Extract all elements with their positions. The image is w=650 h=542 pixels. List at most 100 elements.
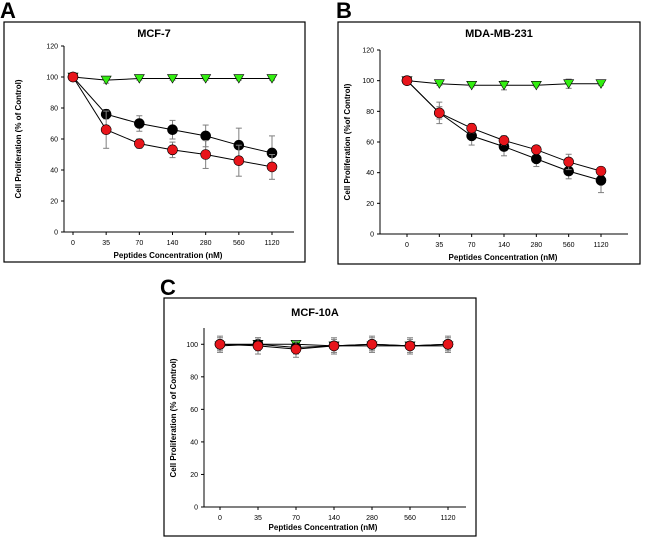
data-point-red xyxy=(466,122,477,134)
y-axis-label-a: Cell Proliferation (% of Control) xyxy=(14,79,23,198)
x-tick-label: 140 xyxy=(498,242,510,249)
y-tick-label: 100 xyxy=(46,75,58,82)
data-point-red xyxy=(328,340,340,352)
x-tick-label: 35 xyxy=(435,242,443,249)
chart-title-a: MCF-7 xyxy=(137,28,171,40)
x-tick-label: 560 xyxy=(563,242,575,249)
data-point-red xyxy=(200,149,211,160)
x-tick-label: 0 xyxy=(405,242,409,249)
y-tick-label: 20 xyxy=(50,199,58,206)
data-point-green xyxy=(266,74,278,84)
y-tick-label: 40 xyxy=(190,439,198,446)
series-red xyxy=(67,71,278,180)
chart-title-c: MCF-10A xyxy=(291,307,339,319)
data-point-red xyxy=(401,75,413,86)
y-tick-label: 100 xyxy=(362,78,374,85)
data-point-red xyxy=(595,165,607,177)
data-point-red xyxy=(167,144,178,156)
data-point-green xyxy=(100,75,112,86)
data-point-green xyxy=(133,74,145,84)
y-axis-label-c: Cell Proliferation (% of Control) xyxy=(169,358,178,477)
x-tick-label: 1120 xyxy=(440,515,455,522)
panel-label-a: A xyxy=(0,0,16,23)
y-tick-label: 0 xyxy=(194,505,198,512)
series-green xyxy=(401,76,607,91)
data-point-black xyxy=(167,124,178,135)
x-axis-label-c: Peptides Concentration (nM) xyxy=(269,523,378,532)
data-point-green xyxy=(530,80,542,91)
data-point-red xyxy=(100,124,112,135)
data-point-black xyxy=(531,153,542,165)
x-tick-label: 70 xyxy=(292,515,300,522)
x-tick-label: 0 xyxy=(218,515,222,522)
panel-b: B MDA-MB-231 Peptides Concentration (nM)… xyxy=(336,0,641,265)
data-point-green xyxy=(200,74,212,84)
y-tick-label: 120 xyxy=(46,44,58,51)
y-tick-label: 80 xyxy=(50,106,58,113)
x-tick-label: 140 xyxy=(167,240,179,247)
y-tick-label: 60 xyxy=(190,407,198,414)
y-tick-label: 0 xyxy=(54,230,58,237)
x-tick-label: 70 xyxy=(468,242,476,249)
x-tick-label: 280 xyxy=(530,242,542,249)
y-tick-label: 20 xyxy=(366,201,374,208)
data-point-green xyxy=(466,80,478,91)
x-tick-label: 280 xyxy=(366,515,378,522)
x-axis-label-a: Peptides Concentration (nM) xyxy=(114,251,223,260)
series-red xyxy=(214,335,454,358)
data-point-black xyxy=(595,175,607,186)
data-point-green xyxy=(563,79,575,89)
series-line-red xyxy=(406,80,602,172)
plot-area-a: 0 20 40 60 80 100 120 0 35 70 140 280 560 1120 xyxy=(46,44,294,247)
x-axis-label-b: Peptides Concentration (nM) xyxy=(449,253,558,262)
x-tick-label: 140 xyxy=(328,515,340,522)
panel-a-frame xyxy=(3,21,306,263)
plot-area-c: 0 20 40 60 80 100 0 35 70 140 280 560 1120 xyxy=(186,328,466,522)
y-tick-label: 20 xyxy=(190,472,198,479)
y-tick-label: 60 xyxy=(366,140,374,147)
y-tick-label: 80 xyxy=(366,109,374,116)
data-point-black xyxy=(134,118,145,129)
y-tick-label: 40 xyxy=(50,168,58,175)
x-tick-label: 280 xyxy=(200,240,212,247)
data-point-red xyxy=(563,156,574,168)
panel-label-b: B xyxy=(336,0,352,23)
data-point-red xyxy=(404,340,416,352)
x-tick-label: 0 xyxy=(71,240,75,247)
y-tick-label: 120 xyxy=(362,48,374,55)
data-point-black xyxy=(200,130,211,142)
plot-area-b: 0 20 40 60 80 100 120 0 35 70 140 280 560 1120 xyxy=(362,48,628,249)
data-point-red xyxy=(67,71,79,83)
x-tick-label: 1120 xyxy=(264,240,279,247)
x-tick-label: 70 xyxy=(135,240,143,247)
panel-a: A MCF-7 Peptides Concentration (nM) Cell… xyxy=(0,0,306,263)
y-tick-label: 0 xyxy=(370,232,374,239)
y-tick-label: 60 xyxy=(50,137,58,144)
data-point-red xyxy=(442,338,454,350)
data-point-green xyxy=(433,79,445,89)
data-point-red xyxy=(434,107,445,119)
panel-b-frame xyxy=(337,21,641,265)
series-black xyxy=(401,75,607,194)
x-tick-label: 35 xyxy=(254,515,262,522)
panel-label-c: C xyxy=(160,275,176,300)
series-green xyxy=(67,72,278,86)
y-tick-label: 100 xyxy=(186,342,198,349)
data-point-red xyxy=(252,340,264,352)
data-point-green xyxy=(498,80,510,91)
x-tick-label: 35 xyxy=(102,240,110,247)
data-point-red xyxy=(531,144,542,155)
data-point-red xyxy=(366,338,378,350)
data-point-red xyxy=(214,338,226,350)
x-tick-label: 1120 xyxy=(593,242,608,249)
data-point-red xyxy=(266,161,278,173)
data-point-red xyxy=(290,343,302,355)
data-point-green xyxy=(233,74,245,84)
x-tick-label: 560 xyxy=(233,240,245,247)
series-red xyxy=(401,75,607,177)
y-tick-label: 80 xyxy=(190,374,198,381)
data-point-red xyxy=(233,155,245,166)
data-point-red xyxy=(134,138,145,149)
data-point-green xyxy=(166,74,179,84)
